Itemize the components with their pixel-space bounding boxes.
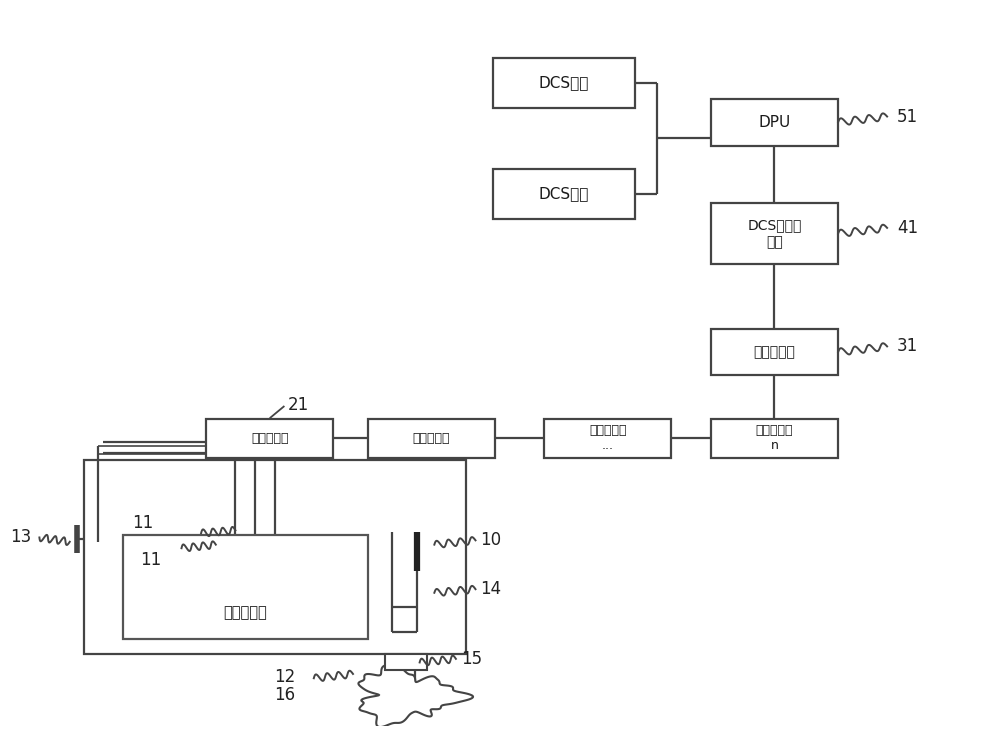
Text: 51: 51	[897, 108, 918, 125]
Text: 16: 16	[275, 686, 296, 704]
Bar	[493, 169, 635, 219]
Text: 串行服务器: 串行服务器	[753, 345, 795, 359]
Bar	[206, 419, 333, 458]
Text: 41: 41	[897, 219, 918, 237]
Bar	[385, 654, 426, 670]
Bar	[123, 535, 368, 639]
Text: 智能前端站
...: 智能前端站 ...	[589, 424, 627, 452]
Text: 11: 11	[140, 551, 162, 569]
Text: 15: 15	[461, 650, 482, 668]
Bar	[544, 419, 671, 458]
Polygon shape	[358, 665, 473, 727]
Text: DCS系统交
换机: DCS系统交 换机	[747, 218, 802, 248]
Bar	[493, 58, 635, 108]
Text: 10: 10	[480, 531, 502, 549]
Text: 智能前端站
n: 智能前端站 n	[756, 424, 793, 452]
Text: 13: 13	[10, 528, 31, 547]
Text: 14: 14	[480, 581, 502, 598]
Bar	[711, 329, 838, 375]
Text: 31: 31	[897, 337, 918, 356]
Text: DCS组态: DCS组态	[539, 75, 589, 90]
Text: 智能前端站: 智能前端站	[413, 432, 450, 445]
Bar	[711, 99, 838, 146]
Bar	[711, 419, 838, 458]
Text: 21: 21	[287, 396, 309, 413]
Text: DCS画面: DCS画面	[539, 187, 589, 202]
Text: 12: 12	[275, 668, 296, 686]
Bar	[84, 460, 466, 654]
Text: 汽水保温柜: 汽水保温柜	[223, 605, 267, 619]
Bar	[711, 203, 838, 264]
Text: DPU: DPU	[758, 115, 791, 130]
Text: 11: 11	[132, 514, 154, 532]
Bar	[368, 419, 495, 458]
Text: 智能前端站: 智能前端站	[251, 432, 288, 445]
